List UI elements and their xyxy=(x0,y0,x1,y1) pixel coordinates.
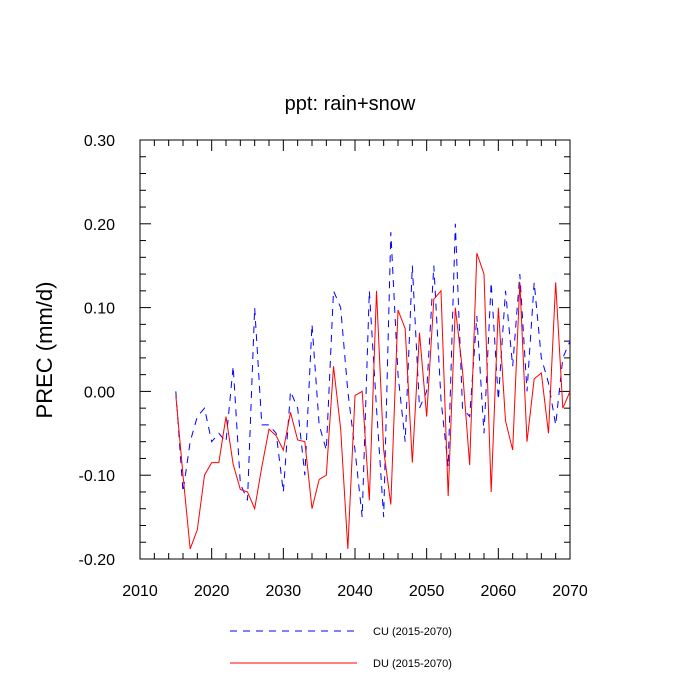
y-tick-label: 0.30 xyxy=(84,133,115,150)
legend-label-0: CU (2015-2070) xyxy=(373,626,452,638)
chart-title: ppt: rain+snow xyxy=(285,93,416,115)
y-tick-label: -0.20 xyxy=(79,552,116,569)
x-tick-label: 2060 xyxy=(481,583,517,600)
axis-ticks: 2010 2020 2030 2040 2050 2060 2070 -0.20 -0.10 0.… xyxy=(79,133,588,600)
series-line-1 xyxy=(175,252,571,550)
y-tick-label: 0.20 xyxy=(84,217,115,234)
legend: CU (2015-2070) DU (2015-2070) xyxy=(230,626,452,670)
x-tick-label: 2030 xyxy=(266,583,302,600)
plot-frame xyxy=(139,139,571,560)
y-tick-label: -0.10 xyxy=(79,468,116,485)
x-tick-label: 2020 xyxy=(194,583,230,600)
x-tick-label: 2070 xyxy=(552,583,588,600)
y-tick-label: 0.10 xyxy=(84,301,115,318)
y-tick-label: 0.00 xyxy=(84,384,115,401)
x-tick-label: 2050 xyxy=(409,583,445,600)
x-tick-label: 2010 xyxy=(122,583,158,600)
x-tick-label: 2040 xyxy=(337,583,373,600)
y-axis-label: PREC (mm/d) xyxy=(32,282,57,419)
series-line-0 xyxy=(175,223,571,518)
legend-label-1: DU (2015-2070) xyxy=(373,658,452,670)
series-lines xyxy=(175,223,571,550)
